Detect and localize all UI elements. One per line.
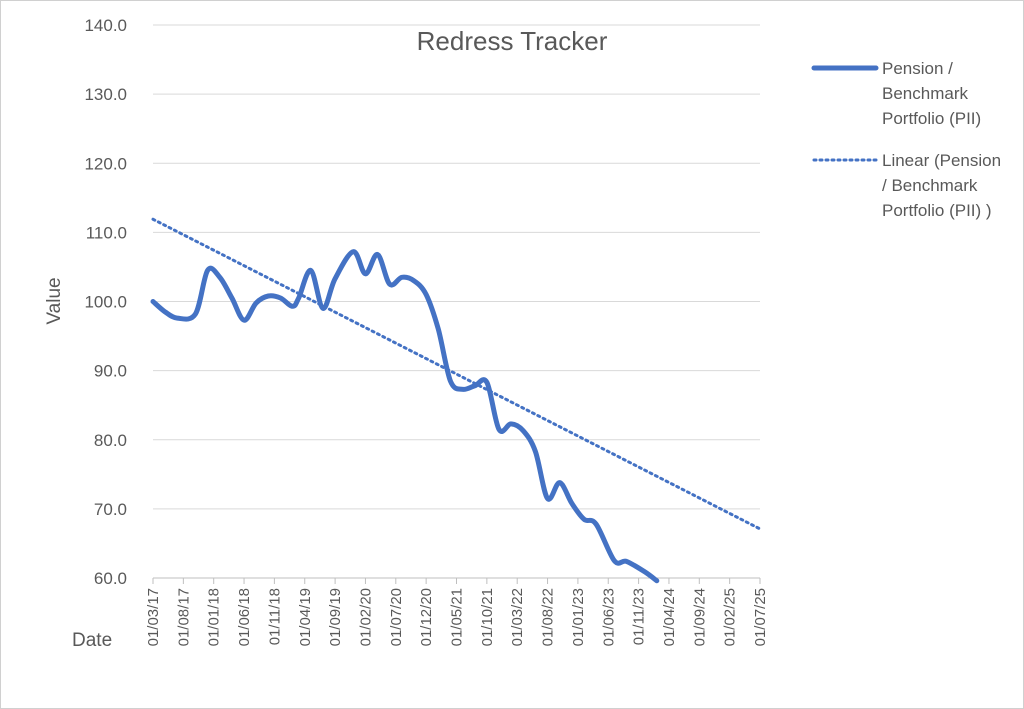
y-tick-label: 60.0: [94, 569, 127, 588]
legend-label: Linear (Pension / Benchmark Portfolio (PII…: [882, 151, 1001, 220]
y-tick-label: 80.0: [94, 431, 127, 450]
x-tick-label: 01/09/24: [691, 588, 708, 646]
x-tick-label: 01/01/18: [206, 588, 223, 646]
x-tick-label: 01/06/18: [236, 588, 253, 646]
x-tick-label: 01/07/20: [388, 588, 405, 646]
x-tick-label: 01/10/21: [479, 588, 496, 646]
series-layer: [150, 217, 762, 584]
series-trendline: [151, 217, 762, 531]
legend: Pension / Benchmark Portfolio (PII) Linear …: [811, 59, 1001, 220]
y-tick-label: 70.0: [94, 500, 127, 519]
x-tick-label: 01/01/23: [570, 588, 587, 646]
y-tick-label: 100.0: [84, 293, 127, 312]
x-axis-label: Date: [72, 630, 112, 651]
x-tick-label: 01/07/25: [752, 588, 769, 646]
y-tick-label: 90.0: [94, 362, 127, 381]
x-tick-label: 01/08/17: [175, 588, 192, 646]
x-tick-label: 01/03/22: [509, 588, 526, 646]
x-tick-label: 01/05/21: [449, 588, 466, 646]
y-tick-label: 120.0: [84, 154, 127, 173]
legend-label: Pension / Benchmark Portfolio (PII): [882, 59, 981, 128]
y-axis-ticks: 60.0 70.0 80.0 90.0 100.0 110.0 120.0 130.0 140.…: [84, 16, 127, 588]
series-line: [150, 249, 660, 584]
x-tick-label: 01/02/20: [357, 588, 374, 646]
chart-title: Redress Tracker: [417, 26, 608, 56]
x-tick-label: 01/03/17: [145, 588, 162, 646]
x-tick-label: 01/08/22: [540, 588, 557, 646]
x-tick-label: 01/04/24: [661, 588, 678, 646]
x-tick-label: 01/11/18: [266, 588, 283, 645]
x-tick-label: 01/12/20: [418, 588, 435, 646]
y-axis-label: Value: [44, 277, 65, 324]
y-tick-label: 130.0: [84, 85, 127, 104]
x-tick-label: 01/04/19: [297, 588, 314, 646]
y-tick-label: 110.0: [86, 223, 127, 242]
x-tick-label: 01/06/23: [600, 588, 617, 646]
x-tick-label: 01/11/23: [631, 588, 648, 645]
x-tick-label: 01/09/19: [327, 588, 344, 646]
x-axis: 01/03/17 01/08/17 01/01/18 01/06/18 01/11/18…: [145, 577, 769, 646]
x-tick-label: 01/02/25: [722, 588, 739, 646]
y-tick-label: 140.0: [84, 16, 127, 35]
